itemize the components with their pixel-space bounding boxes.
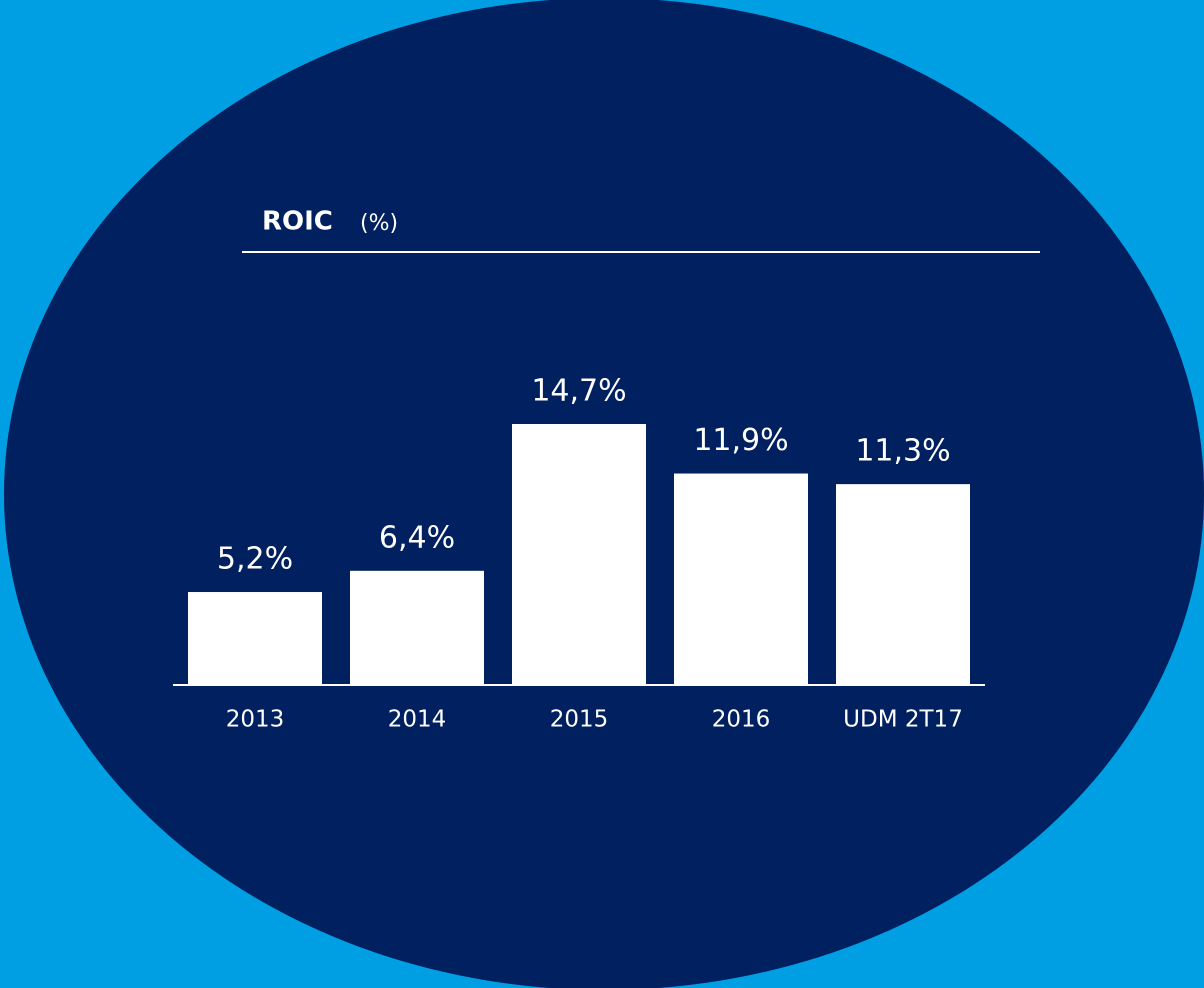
- bar: [188, 592, 322, 684]
- bar: [512, 424, 646, 684]
- bar: [350, 570, 484, 684]
- x-tick-label: 2014: [388, 707, 447, 733]
- bar: [674, 473, 808, 684]
- x-tick-label: 2015: [550, 707, 609, 733]
- value-label: 11,3%: [855, 434, 950, 469]
- value-label: 11,9%: [693, 423, 788, 458]
- value-label: 6,4%: [379, 520, 455, 555]
- x-tick-label: 2013: [226, 707, 285, 733]
- value-label: 5,2%: [217, 542, 293, 577]
- x-tick-label: 2016: [712, 707, 771, 733]
- x-tick-label: UDM 2T17: [843, 707, 963, 733]
- chart-subtitle: (%): [360, 211, 398, 236]
- chart-title: ROIC: [262, 207, 333, 237]
- value-label: 14,7%: [531, 374, 626, 409]
- bar: [836, 484, 970, 684]
